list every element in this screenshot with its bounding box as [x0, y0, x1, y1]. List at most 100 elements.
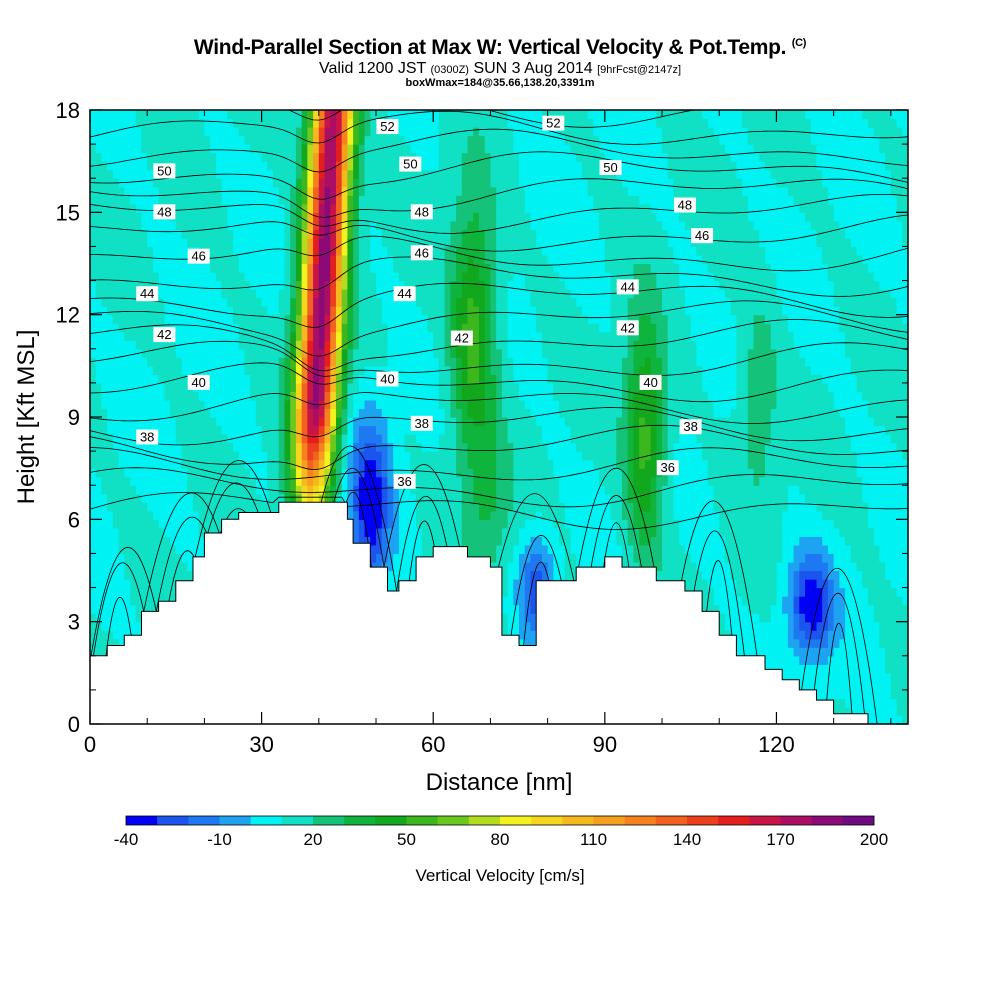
velocity-cell: [95, 417, 103, 427]
velocity-cell: [318, 340, 326, 350]
velocity-cell: [141, 127, 148, 137]
velocity-cell: [130, 399, 137, 410]
velocity-cell: [335, 246, 343, 256]
velocity-cell: [307, 348, 314, 358]
velocity-cell: [192, 510, 200, 520]
velocity-cell: [387, 272, 394, 282]
velocity-cell: [438, 178, 446, 188]
velocity-cell: [187, 161, 194, 171]
velocity-cell: [433, 519, 440, 529]
velocity-cell: [227, 212, 234, 222]
velocity-cell: [233, 178, 240, 188]
velocity-cell: [147, 374, 154, 384]
velocity-cell: [147, 468, 154, 478]
velocity-cell: [444, 135, 451, 145]
velocity-cell: [335, 425, 343, 435]
velocity-cell: [244, 399, 251, 410]
velocity-cell: [473, 527, 480, 537]
velocity-cell: [353, 118, 360, 128]
velocity-cell: [170, 135, 177, 145]
velocity-cell: [347, 374, 354, 384]
velocity-cell: [112, 579, 120, 589]
velocity-cell: [192, 544, 200, 555]
velocity-cell: [118, 527, 125, 537]
velocity-cell: [393, 399, 400, 410]
velocity-cell: [473, 382, 480, 393]
velocity-cell: [90, 579, 97, 589]
velocity-cell: [444, 348, 451, 358]
velocity-cell: [170, 399, 177, 410]
velocity-cell: [227, 237, 234, 248]
velocity-cell: [221, 212, 228, 222]
velocity-cell: [192, 399, 200, 410]
velocity-cell: [135, 613, 143, 623]
velocity-cell: [456, 357, 463, 367]
velocity-cell: [421, 178, 429, 188]
velocity-cell: [112, 127, 120, 137]
velocity-cell: [478, 502, 486, 512]
velocity-cell: [95, 323, 103, 333]
velocity-cell: [307, 382, 314, 393]
velocity-cell: [398, 561, 406, 572]
velocity-cell: [175, 220, 183, 230]
velocity-cell: [461, 425, 469, 435]
velocity-cell: [427, 485, 434, 495]
velocity-cell: [130, 340, 137, 350]
velocity-cell: [330, 161, 337, 171]
velocity-cell: [267, 468, 274, 478]
velocity-cell: [393, 485, 400, 495]
velocity-cell: [215, 374, 223, 384]
velocity-cell: [221, 502, 228, 512]
velocity-cell: [393, 553, 400, 563]
velocity-cell: [141, 553, 148, 563]
velocity-cell: [478, 434, 486, 444]
velocity-cell: [238, 161, 246, 171]
velocity-cell: [250, 212, 257, 222]
velocity-cell: [376, 306, 383, 316]
velocity-cell: [244, 203, 251, 213]
velocity-cell: [158, 544, 165, 555]
velocity-cell: [147, 110, 154, 120]
velocity-cell: [261, 178, 268, 188]
velocity-cell: [267, 391, 274, 401]
velocity-cell: [124, 519, 131, 529]
velocity-cell: [192, 451, 200, 461]
velocity-cell: [353, 314, 360, 324]
velocity-cell: [181, 272, 188, 282]
velocity-cell: [135, 254, 143, 265]
velocity-cell: [318, 485, 326, 495]
velocity-cell: [461, 195, 469, 205]
velocity-cell: [456, 425, 463, 435]
velocity-cell: [244, 357, 251, 367]
velocity-cell: [204, 152, 211, 162]
velocity-cell: [101, 638, 108, 648]
velocity-cell: [330, 493, 337, 503]
velocity-cell: [433, 110, 440, 120]
velocity-cell: [473, 442, 480, 452]
velocity-cell: [353, 280, 360, 290]
velocity-cell: [170, 306, 177, 316]
velocity-cell: [152, 519, 160, 529]
velocity-cell: [313, 229, 320, 239]
velocity-cell: [215, 237, 223, 248]
velocity-cell: [444, 263, 451, 273]
velocity-cell: [95, 570, 103, 580]
velocity-cell: [301, 468, 308, 478]
velocity-cell: [101, 314, 108, 324]
velocity-cell: [456, 246, 463, 256]
velocity-cell: [393, 314, 400, 324]
velocity-cell: [204, 161, 211, 171]
velocity-cell: [353, 203, 360, 213]
velocity-cell: [341, 246, 349, 256]
velocity-cell: [238, 280, 246, 290]
velocity-cell: [238, 434, 246, 444]
velocity-cell: [215, 468, 223, 478]
velocity-cell: [376, 331, 383, 341]
velocity-cell: [284, 203, 291, 213]
velocity-cell: [307, 399, 314, 410]
velocity-cell: [376, 254, 383, 265]
velocity-cell: [141, 399, 148, 410]
velocity-cell: [158, 485, 165, 495]
velocity-cell: [324, 357, 331, 367]
velocity-cell: [141, 263, 148, 273]
